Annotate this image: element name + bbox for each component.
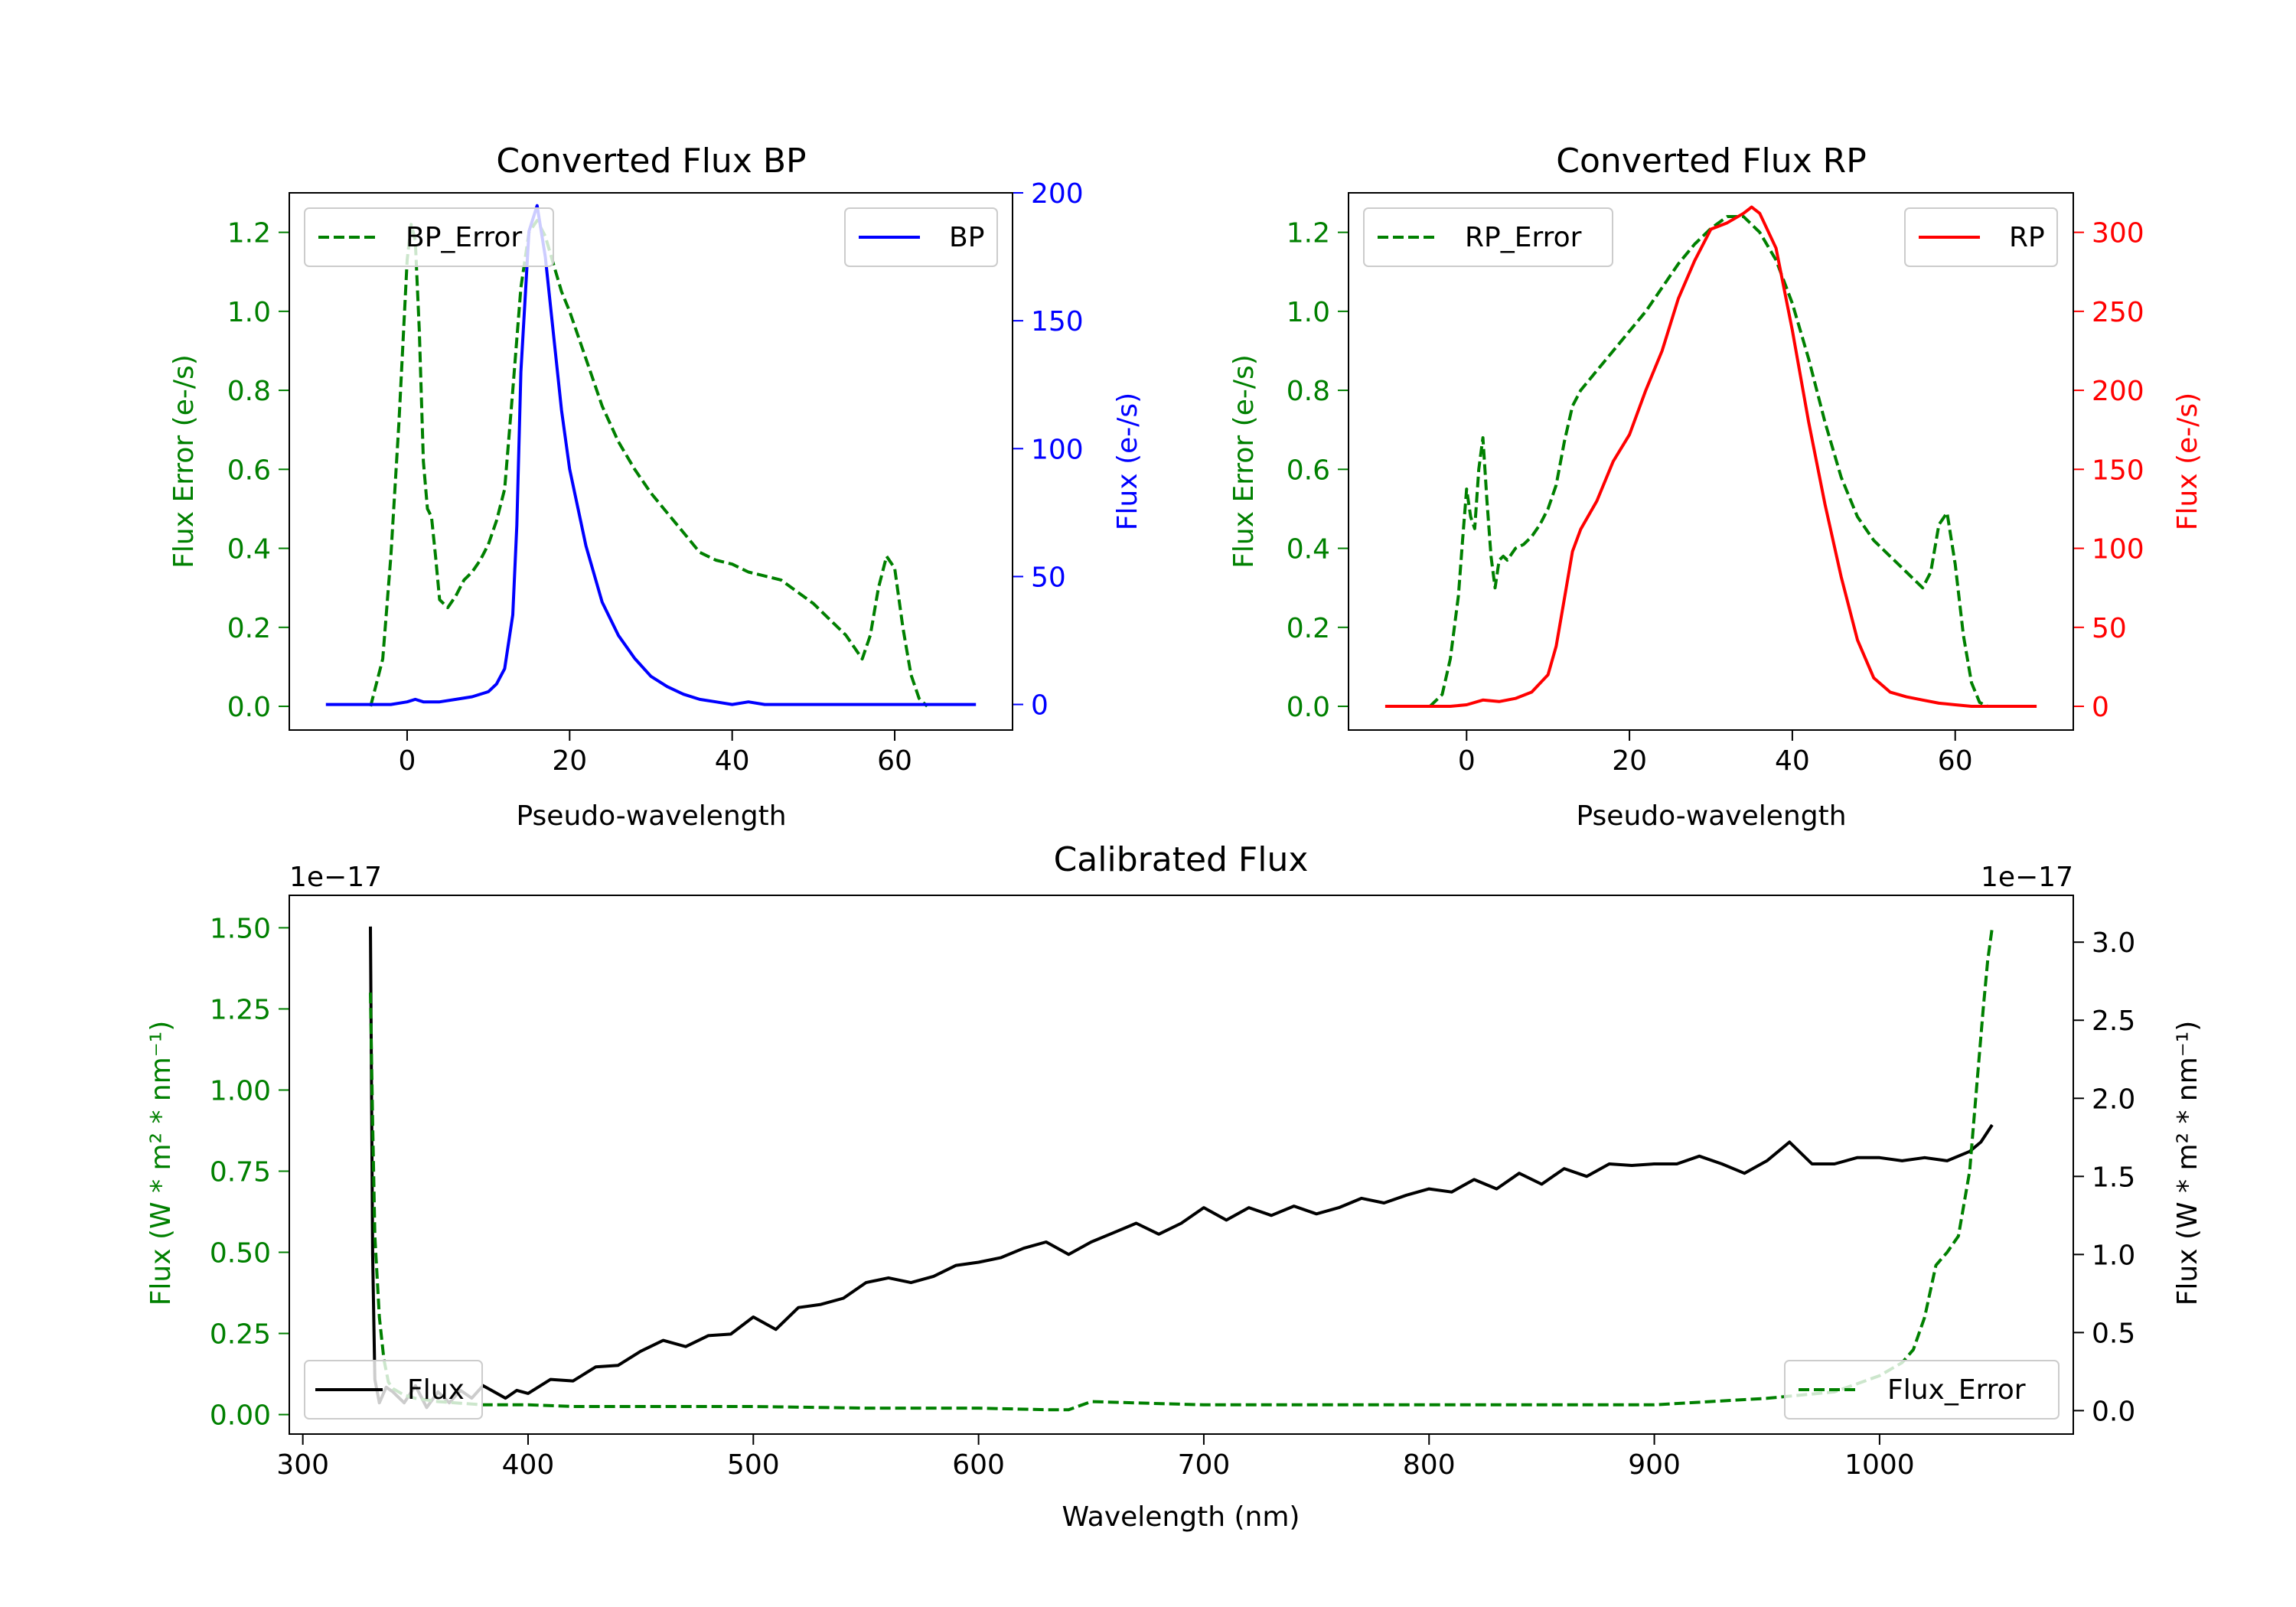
rp-axes-frame <box>1348 192 2074 731</box>
rp-ytick-left-label: 0.6 <box>1287 455 1330 486</box>
calibrated-ytick-left-label: 0.50 <box>210 1238 271 1270</box>
bp-ytick-left-label: 0.2 <box>227 613 271 644</box>
rp-legend-label: RP <box>2009 222 2045 253</box>
bp-axes-frame <box>289 192 1013 731</box>
bp-xlabel: Pseudo-wavelength <box>516 800 786 832</box>
calibrated-ytick-right-label: 2.5 <box>2092 1006 2135 1037</box>
calibrated-ylabel-left: Flux (W * m² * nm⁻¹) <box>145 1021 177 1306</box>
calibrated-axes-frame <box>289 895 2074 1435</box>
rp-ytick-right-label: 200 <box>2092 376 2144 407</box>
rp-xlabel: Pseudo-wavelength <box>1576 800 1846 832</box>
rp-ytick-right-label: 250 <box>2092 297 2144 328</box>
bp-series-bp <box>325 204 977 706</box>
bp-ytick-right-label: 200 <box>1031 178 1084 210</box>
bp-ytick-right-label: 0 <box>1031 690 1049 722</box>
calibrated-ytick-right-label: 3.0 <box>2092 927 2135 959</box>
rp-subplot: Converted Flux RP Pseudo-wavelength Flux… <box>1228 142 2203 832</box>
bp-series-bp-error <box>369 219 928 708</box>
calibrated-subplot: Calibrated Flux Wavelength (nm) Flux (W … <box>145 840 2203 1533</box>
calibrated-ytick-left-label: 1.50 <box>210 913 271 944</box>
calibrated-ytick-right-label: 2.0 <box>2092 1084 2135 1115</box>
rp-ytick-left-label: 1.2 <box>1287 218 1330 249</box>
bp-ytick-left-label: 0.0 <box>227 692 271 723</box>
rp-series-rp-error <box>1429 215 1989 708</box>
rp-ytick-right-label: 150 <box>2092 455 2144 486</box>
calibrated-offset-right: 1e−17 <box>1981 862 2073 893</box>
bp-xtick-label: 60 <box>877 745 912 777</box>
bp-ylabel-left: Flux Error (e-/s) <box>168 354 200 569</box>
bp-ytick-left-label: 0.8 <box>227 376 271 407</box>
bp-title: Converted Flux BP <box>496 142 806 181</box>
rp-ytick-right-label: 0 <box>2092 692 2109 723</box>
bp-xtick-label: 0 <box>399 745 416 777</box>
rp-ytick-left-label: 0.0 <box>1287 692 1330 723</box>
bp-ytick-left-label: 0.6 <box>227 455 271 486</box>
flux-legend-label: Flux <box>407 1374 465 1406</box>
calibrated-xtick-label: 700 <box>1178 1449 1231 1481</box>
rp-xtick-label: 40 <box>1775 745 1810 777</box>
rp-ylabel-right: Flux (e-/s) <box>2172 393 2203 530</box>
rp-ytick-left-label: 0.8 <box>1287 376 1330 407</box>
calibrated-ytick-left-label: 1.25 <box>210 994 271 1025</box>
rp-legend: RP <box>1904 207 2058 267</box>
rp-xtick-label: 0 <box>1458 745 1476 777</box>
calibrated-ytick-left-label: 0.25 <box>210 1319 271 1351</box>
calibrated-series-flux <box>369 926 1994 1410</box>
calibrated-ytick-left-label: 0.00 <box>210 1400 271 1432</box>
bp-ytick-right-label: 50 <box>1031 562 1066 593</box>
rp-series-rp <box>1384 205 2037 708</box>
rp-xtick-label: 60 <box>1938 745 1973 777</box>
calibrated-xtick-label: 900 <box>1628 1449 1681 1481</box>
calibrated-ytick-right-label: 1.0 <box>2092 1240 2135 1271</box>
rp-title: Converted Flux RP <box>1556 142 1867 181</box>
bp-legend: BP <box>844 207 998 267</box>
flux-error-legend-label: Flux_Error <box>1887 1374 2026 1406</box>
calibrated-series-flux-error <box>369 927 1994 1412</box>
calibrated-xtick-label: 1000 <box>1844 1449 1915 1481</box>
calibrated-title: Calibrated Flux <box>1054 840 1309 879</box>
calibrated-ytick-right-label: 0.0 <box>2092 1396 2135 1427</box>
bp-ytick-left-label: 1.0 <box>227 297 271 328</box>
bp-ytick-left-label: 1.2 <box>227 218 271 249</box>
rp-ytick-right-label: 100 <box>2092 534 2144 566</box>
calibrated-xtick-label: 500 <box>727 1449 780 1481</box>
bp-legend-label: BP <box>949 222 984 253</box>
bp-error-legend-label: BP_Error <box>406 222 522 253</box>
rp-ytick-left-label: 1.0 <box>1287 297 1330 328</box>
calibrated-ytick-left-label: 0.75 <box>210 1156 271 1188</box>
calibrated-ytick-right-label: 1.5 <box>2092 1162 2135 1193</box>
bp-ylabel-right: Flux (e-/s) <box>1112 393 1143 530</box>
rp-ytick-right-label: 50 <box>2092 613 2127 644</box>
rp-ylabel-left: Flux Error (e-/s) <box>1228 354 1260 569</box>
calibrated-xlabel: Wavelength (nm) <box>1062 1501 1300 1533</box>
bp-xtick-label: 20 <box>552 745 587 777</box>
calibrated-ylabel-right: Flux (W * m² * nm⁻¹) <box>2172 1021 2203 1306</box>
rp-error-legend: RP_Error <box>1363 207 1613 267</box>
bp-xtick-label: 40 <box>715 745 750 777</box>
calibrated-xtick-label: 400 <box>502 1449 555 1481</box>
rp-error-legend-label: RP_Error <box>1465 222 1582 253</box>
bp-ytick-right-label: 100 <box>1031 434 1084 465</box>
calibrated-offset-left: 1e−17 <box>289 862 382 893</box>
flux-error-legend: Flux_Error <box>1784 1360 2060 1420</box>
rp-ytick-left-label: 0.4 <box>1287 534 1330 566</box>
calibrated-ytick-right-label: 0.5 <box>2092 1318 2135 1349</box>
rp-ytick-left-label: 0.2 <box>1287 613 1330 644</box>
calibrated-xtick-label: 600 <box>952 1449 1005 1481</box>
calibrated-xtick-label: 300 <box>276 1449 329 1481</box>
calibrated-ytick-left-label: 1.00 <box>210 1075 271 1107</box>
bp-subplot: Converted Flux BP Pseudo-wavelength Flux… <box>168 142 1143 832</box>
calibrated-xtick-label: 800 <box>1403 1449 1456 1481</box>
bp-error-legend: BP_Error <box>304 207 554 267</box>
bp-ytick-right-label: 150 <box>1031 306 1084 337</box>
flux-legend: Flux <box>304 1360 483 1420</box>
rp-ytick-right-label: 300 <box>2092 218 2144 249</box>
bp-ytick-left-label: 0.4 <box>227 534 271 566</box>
rp-xtick-label: 20 <box>1612 745 1647 777</box>
